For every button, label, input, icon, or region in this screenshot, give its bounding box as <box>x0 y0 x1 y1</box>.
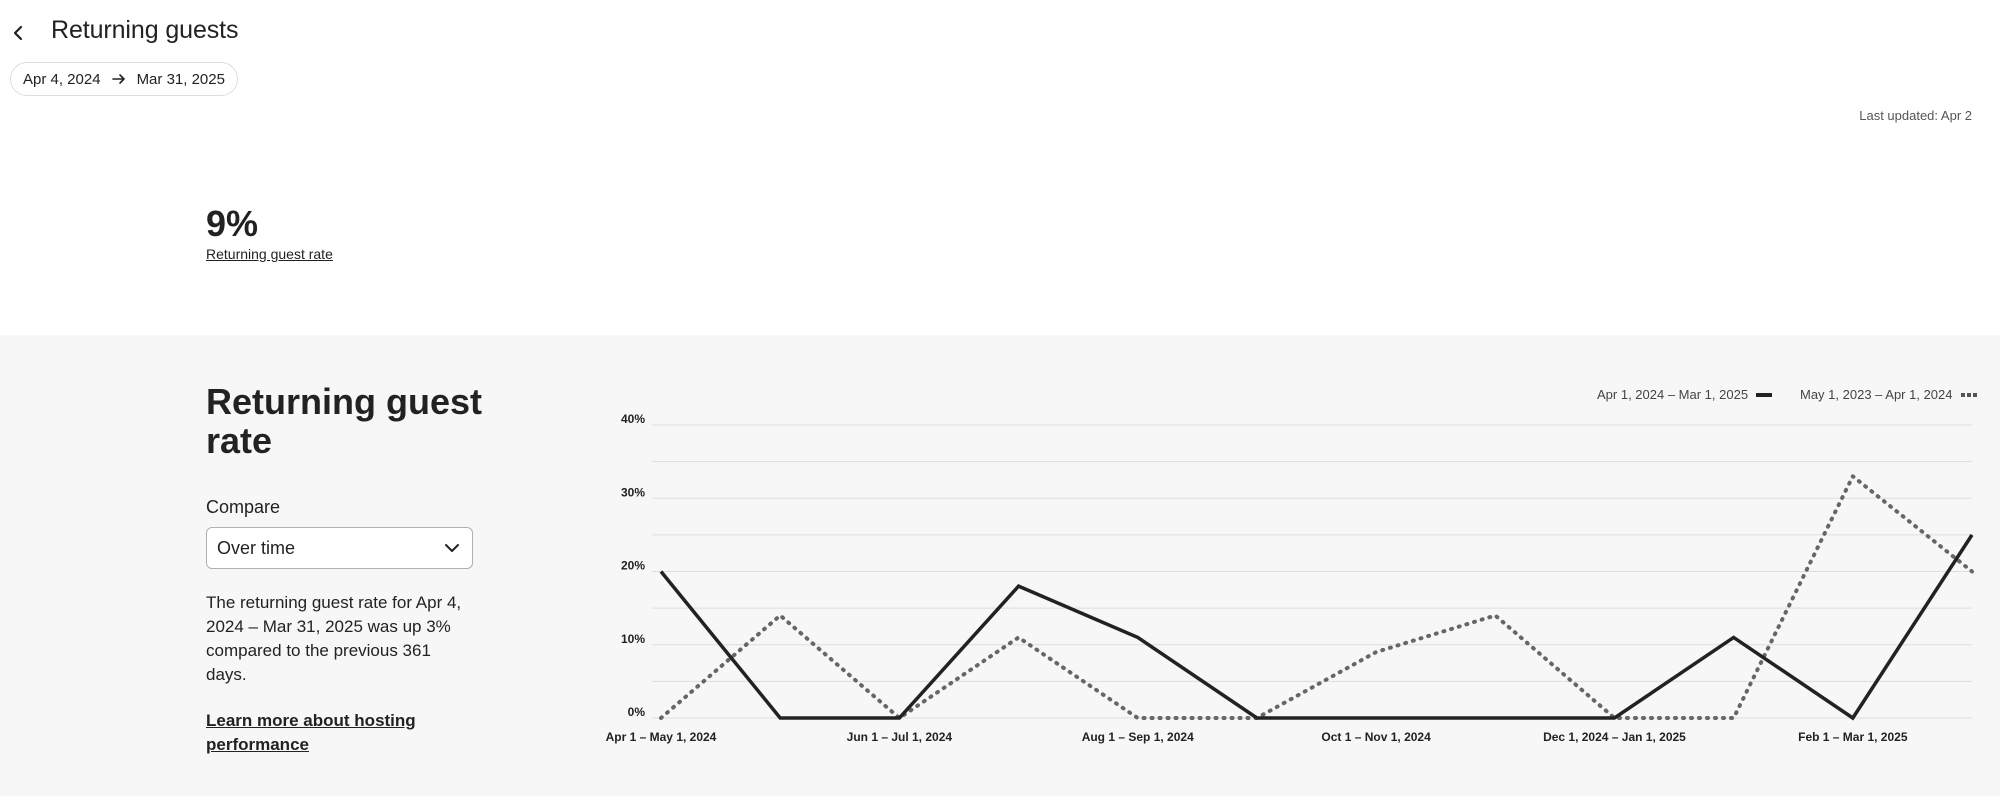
returning-guest-rate-panel: Returning guest rate Compare Over time T… <box>0 335 2000 796</box>
legend-item-previous: May 1, 2023 – Apr 1, 2024 <box>1800 387 1977 402</box>
date-range-start: Apr 4, 2024 <box>23 70 101 88</box>
x-tick-label: Aug 1 – Sep 1, 2024 <box>1082 730 1194 744</box>
y-tick-label: 20% <box>621 559 645 573</box>
top-bar: Returning guests Apr 4, 2024 Mar 31, 202… <box>0 0 2000 130</box>
y-tick-label: 30% <box>621 485 645 499</box>
legend-swatch-dotted <box>1960 392 1977 397</box>
kpi-label-link[interactable]: Returning guest rate <box>206 246 333 262</box>
legend-label-previous: May 1, 2023 – Apr 1, 2024 <box>1800 387 1953 402</box>
chevron-left-icon <box>13 25 23 41</box>
compare-select[interactable]: Over time <box>206 527 473 569</box>
kpi-block: 9% Returning guest rate <box>206 202 333 264</box>
x-tick-label: Oct 1 – Nov 1, 2024 <box>1321 730 1431 744</box>
date-range-picker[interactable]: Apr 4, 2024 Mar 31, 2025 <box>10 62 238 96</box>
line-chart: 0% 10% 20% 30% 40% Apr 1 – May 1, 2024 Jun 1 –… <box>606 412 1974 744</box>
x-tick-label: Apr 1 – May 1, 2024 <box>606 730 717 744</box>
date-range-end: Mar 31, 2025 <box>136 70 225 88</box>
legend-item-current: Apr 1, 2024 – Mar 1, 2025 <box>1597 387 1773 402</box>
compare-label: Compare <box>206 497 281 517</box>
legend-swatch-solid <box>1756 392 1773 397</box>
last-updated-text: Last updated: Apr 2 <box>1859 108 1972 123</box>
arrow-right-icon <box>111 71 127 87</box>
series-line-current <box>659 533 1974 721</box>
learn-more-link[interactable]: Learn more about hosting performance <box>206 711 416 754</box>
rate-description: The returning guest rate for Apr 4, 2024… <box>206 593 462 684</box>
chart-area: Apr 1, 2024 – Mar 1, 2025 May 1, 2023 – … <box>0 335 2000 796</box>
x-tick-label: Feb 1 – Mar 1, 2025 <box>1798 730 1908 744</box>
x-tick-label: Dec 1, 2024 – Jan 1, 2025 <box>1543 730 1686 744</box>
x-tick-label: Jun 1 – Jul 1, 2024 <box>847 730 953 744</box>
y-tick-label: 0% <box>628 705 646 719</box>
panel-title: Returning guest rate <box>206 381 482 461</box>
back-button[interactable] <box>6 18 30 48</box>
series-line-previous <box>659 474 1974 720</box>
chevron-down-icon <box>444 540 460 556</box>
y-tick-label: 40% <box>621 412 645 426</box>
y-tick-label: 10% <box>621 632 645 646</box>
kpi-value: 9% <box>206 203 259 244</box>
compare-select-value: Over time <box>217 537 296 558</box>
page-title: Returning guests <box>51 16 239 44</box>
legend-label-current: Apr 1, 2024 – Mar 1, 2025 <box>1597 387 1749 402</box>
